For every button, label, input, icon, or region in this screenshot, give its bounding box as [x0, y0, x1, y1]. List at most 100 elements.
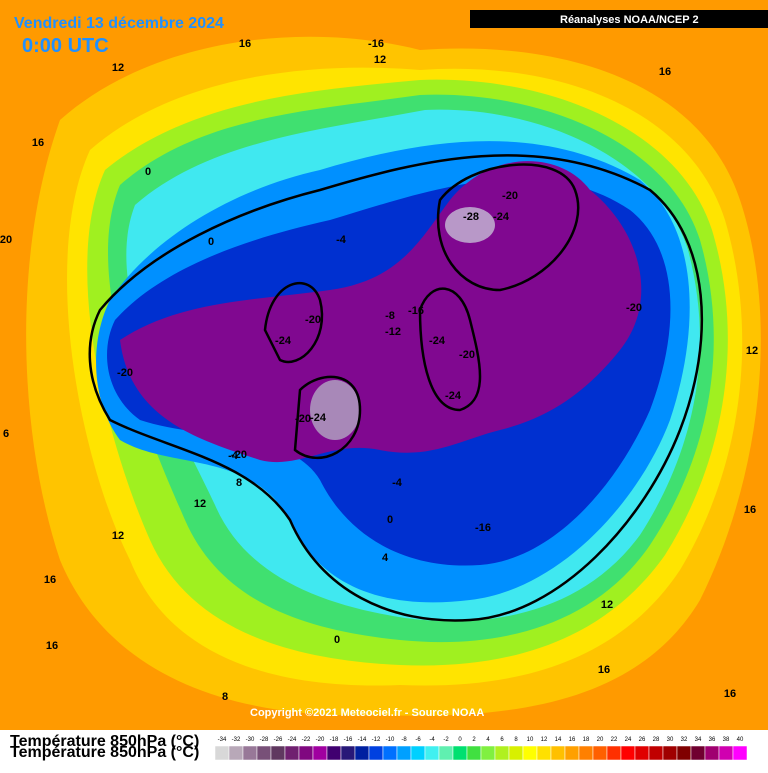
legend-swatch [284, 745, 300, 761]
legend-label: 12 [541, 737, 548, 743]
legend-swatch [256, 745, 272, 761]
legend-swatch [396, 745, 412, 761]
legend-label: 40 [737, 737, 744, 743]
contour-label: -24 [310, 412, 327, 424]
source: Réanalyses NOAA/NCEP 2 [560, 14, 699, 26]
legend-swatch [550, 745, 566, 761]
legend-swatch [564, 745, 580, 761]
legend-label: -2 [443, 737, 449, 743]
legend-swatch [438, 745, 454, 761]
legend-swatch [354, 745, 370, 761]
legend-swatch [690, 745, 706, 761]
contour-label: 12 [746, 345, 758, 357]
contour-label: 0 [334, 634, 340, 646]
contour-label: -12 [385, 326, 401, 338]
legend-label: -32 [232, 737, 241, 743]
contour-label: -24 [445, 390, 462, 402]
legend-label: -22 [302, 737, 311, 743]
legend-swatch [578, 745, 594, 761]
legend-label: -24 [288, 737, 297, 743]
legend-label: 4 [486, 737, 490, 743]
legend-label: -30 [246, 737, 255, 743]
contour-label: 16 [46, 640, 58, 652]
legend-swatch [606, 745, 622, 761]
legend-label: 38 [723, 737, 730, 743]
contour-label: 0 [387, 514, 393, 526]
contour-label: 12 [374, 54, 386, 66]
legend-scale: -34 -32 -30 -28 -26 -24 -22 -20 -18 -16 -14 -12 -10-… [214, 737, 748, 761]
legend-label: 14 [555, 737, 562, 743]
legend-title: Température 850hPa (°C) [10, 733, 199, 750]
contour-label: 8 [222, 691, 228, 703]
contour-label: 6 [3, 428, 9, 440]
contours [88, 154, 704, 622]
legend-label: 34 [695, 737, 702, 743]
contour-label: -20 [502, 190, 518, 202]
contour-label: -16 [475, 522, 491, 534]
contour-label: 4 [382, 552, 389, 564]
legend-swatch [312, 745, 328, 761]
legend-swatch [424, 745, 440, 761]
legend-label: 6 [500, 737, 504, 743]
contour-label: 16 [659, 66, 671, 78]
legend-label: 10 [527, 737, 534, 743]
legend-label: 36 [709, 737, 716, 743]
legend-swatch [480, 745, 496, 761]
contour-label: -4 [392, 477, 403, 489]
contour-label: -20 [231, 449, 247, 461]
legend-label: 28 [653, 737, 660, 743]
legend-swatch [536, 745, 552, 761]
legend-label: -10 [386, 737, 395, 743]
legend-swatch [326, 745, 342, 761]
contour-label: -20 [117, 367, 133, 379]
legend-swatch [242, 745, 258, 761]
legend-label: -18 [330, 737, 339, 743]
legend-label: 24 [625, 737, 632, 743]
contour-label: -24 [275, 335, 292, 347]
legend-label: 8 [514, 737, 518, 743]
legend-label: -34 [218, 737, 227, 743]
legend-label: 30 [667, 737, 674, 743]
legend-swatch [662, 745, 678, 761]
legend-swatch [466, 745, 482, 761]
contour-label: 0 [208, 236, 214, 248]
cold-core [310, 380, 360, 440]
contour-label: 16 [32, 137, 44, 149]
legend-swatch [676, 745, 692, 761]
legend-swatch [214, 745, 230, 761]
source-box [470, 10, 768, 28]
legend-label: -12 [372, 737, 381, 743]
contour-label: -4 [228, 450, 239, 462]
legend-label: -14 [358, 737, 367, 743]
legend-swatch [410, 745, 426, 761]
legend-swatch [382, 745, 398, 761]
legend-label: -26 [274, 737, 283, 743]
legend-label: 20 [597, 737, 604, 743]
contour-label: -20 [626, 302, 642, 314]
contour-label: 16 [239, 38, 251, 50]
contour-label: -8 [385, 310, 395, 322]
contour-label: -16 [368, 38, 384, 50]
legend-label: 32 [681, 737, 688, 743]
contour-label: 12 [194, 498, 206, 510]
legend-swatch [648, 745, 664, 761]
contour-label: 0 [145, 166, 151, 178]
legend-swatch [298, 745, 314, 761]
legend-swatch [718, 745, 734, 761]
legend-label: 22 [611, 737, 618, 743]
zone-minus-20 [120, 161, 642, 463]
legend-swatch [452, 745, 468, 761]
legend-swatch [494, 745, 510, 761]
legend-label: 26 [639, 737, 646, 743]
copyright: Copyright ©2021 Meteociel.fr - Source NO… [250, 707, 484, 719]
contour-label: 16 [44, 574, 56, 586]
legend-label: -28 [260, 737, 269, 743]
legend-swatch [228, 745, 244, 761]
legend-label: -4 [429, 737, 435, 743]
legend-label: -20 [316, 737, 325, 743]
date: Vendredi 13 décembre 2024 [14, 15, 224, 32]
legend-swatch [592, 745, 608, 761]
contour-label: 12 [112, 530, 124, 542]
legend-swatch [704, 745, 720, 761]
